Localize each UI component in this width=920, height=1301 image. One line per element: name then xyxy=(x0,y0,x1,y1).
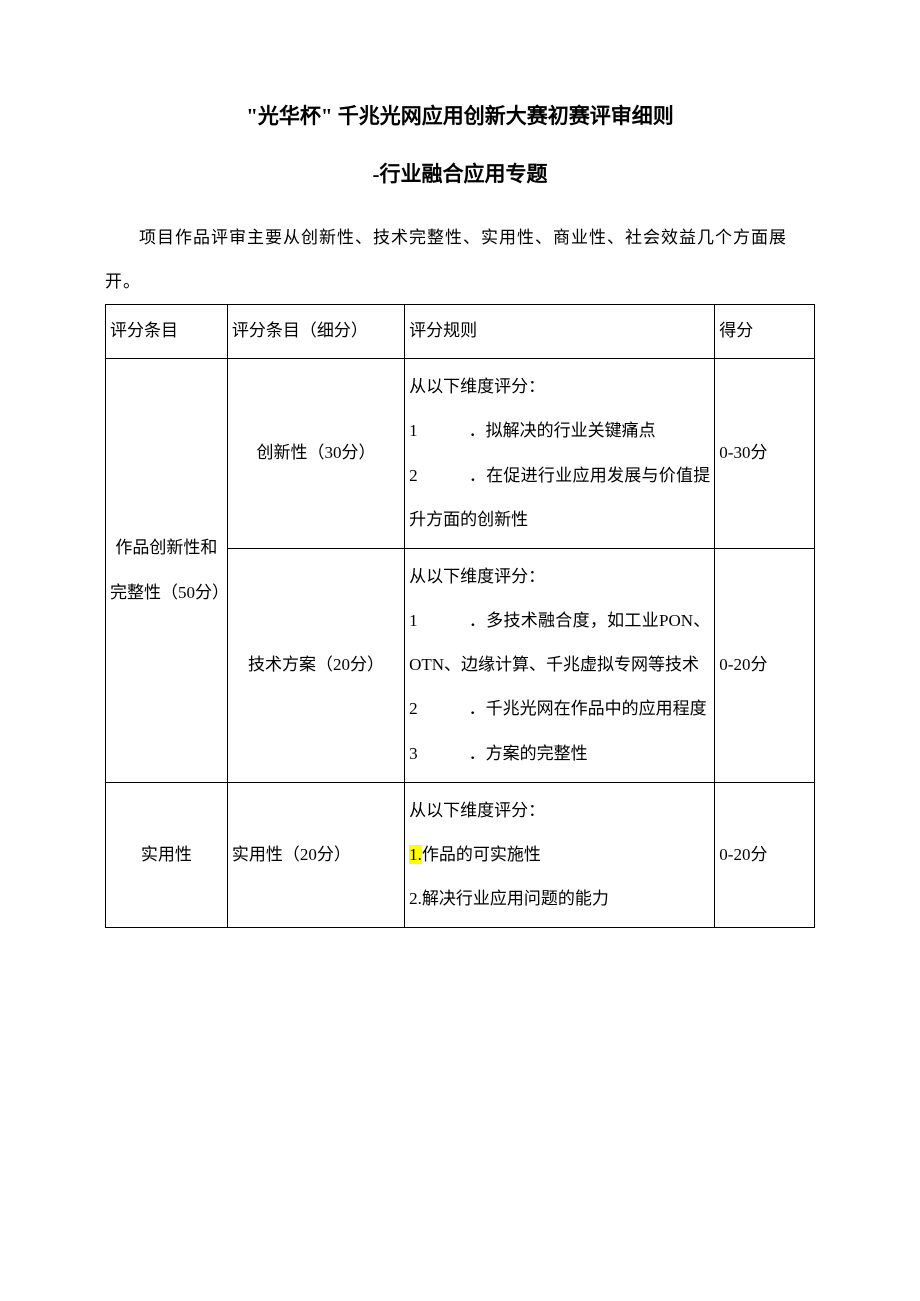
document-title-1: "光华杯" 千兆光网应用创新大赛初赛评审细则 xyxy=(105,100,815,130)
document-intro: 项目作品评审主要从创新性、技术完整性、实用性、商业性、社会效益几个方面展开。 xyxy=(105,216,815,304)
subcategory-cell: 技术方案（20分） xyxy=(227,548,404,782)
rule-text: ．在促进行业应用发展与价值提升方面的创新性 xyxy=(409,466,710,529)
category-cell: 实用性 xyxy=(106,782,228,928)
header-subcategory: 评分条目（细分） xyxy=(227,305,404,359)
rule-text: ．方案的完整性 xyxy=(469,744,588,763)
table-row: 实用性 实用性（20分） 从以下维度评分： 1.作品的可实施性 2.解决行业应用… xyxy=(106,782,815,928)
rule-num: 2 xyxy=(409,466,418,485)
category-cell: 作品创新性和完整性（50分） xyxy=(106,359,228,783)
rule-text: ．拟解决的行业关键痛点 xyxy=(469,421,656,440)
rule-num: 1 xyxy=(409,421,418,440)
header-rule: 评分规则 xyxy=(405,305,715,359)
rule-intro: 从以下维度评分： xyxy=(409,555,710,599)
rule-cell: 从以下维度评分： 1 ．拟解决的行业关键痛点 2．在促进行业应用发展与价值提升方面… xyxy=(405,359,715,549)
score-cell: 0-20分 xyxy=(715,782,815,928)
subcategory-cell: 实用性（20分） xyxy=(227,782,404,928)
rule-num: 3 xyxy=(409,744,418,763)
rule-num-highlight: 1. xyxy=(409,845,422,864)
rule-item: 3 ．方案的完整性 xyxy=(409,732,710,776)
rule-intro: 从以下维度评分： xyxy=(409,365,710,409)
rule-num: 1 xyxy=(409,611,418,630)
score-cell: 0-20分 xyxy=(715,548,815,782)
rule-item: 2．在促进行业应用发展与价值提升方面的创新性 xyxy=(409,454,710,542)
rule-item: 1.作品的可实施性 xyxy=(409,833,710,877)
table-header-row: 评分条目 评分条目（细分） 评分规则 得分 xyxy=(106,305,815,359)
rule-intro: 从以下维度评分： xyxy=(409,789,710,833)
rule-item: 2.解决行业应用问题的能力 xyxy=(409,877,710,921)
rule-text: 解决行业应用问题的能力 xyxy=(422,889,609,908)
score-cell: 0-30分 xyxy=(715,359,815,549)
rule-item: 1 ．拟解决的行业关键痛点 xyxy=(409,409,710,453)
rule-num: 2. xyxy=(409,889,422,908)
rule-item: 2 ．千兆光网在作品中的应用程度 xyxy=(409,687,710,731)
rule-item: 1．多技术融合度，如工业PON、OTN、边缘计算、千兆虚拟专网等技术 xyxy=(409,599,710,687)
header-category: 评分条目 xyxy=(106,305,228,359)
document-title-2: -行业融合应用专题 xyxy=(105,158,815,188)
rule-num: 2 xyxy=(409,699,418,718)
rule-text: ．多技术融合度，如工业PON、OTN、边缘计算、千兆虚拟专网等技术 xyxy=(409,611,710,674)
subcategory-cell: 创新性（30分） xyxy=(227,359,404,549)
rule-text: ．千兆光网在作品中的应用程度 xyxy=(469,699,707,718)
rule-cell: 从以下维度评分： 1．多技术融合度，如工业PON、OTN、边缘计算、千兆虚拟专网… xyxy=(405,548,715,782)
rule-cell: 从以下维度评分： 1.作品的可实施性 2.解决行业应用问题的能力 xyxy=(405,782,715,928)
scoring-table: 评分条目 评分条目（细分） 评分规则 得分 作品创新性和完整性（50分） 创新性… xyxy=(105,304,815,928)
header-score: 得分 xyxy=(715,305,815,359)
rule-text: 作品的可实施性 xyxy=(422,845,541,864)
table-row: 作品创新性和完整性（50分） 创新性（30分） 从以下维度评分： 1．拟解决的行… xyxy=(106,359,815,549)
